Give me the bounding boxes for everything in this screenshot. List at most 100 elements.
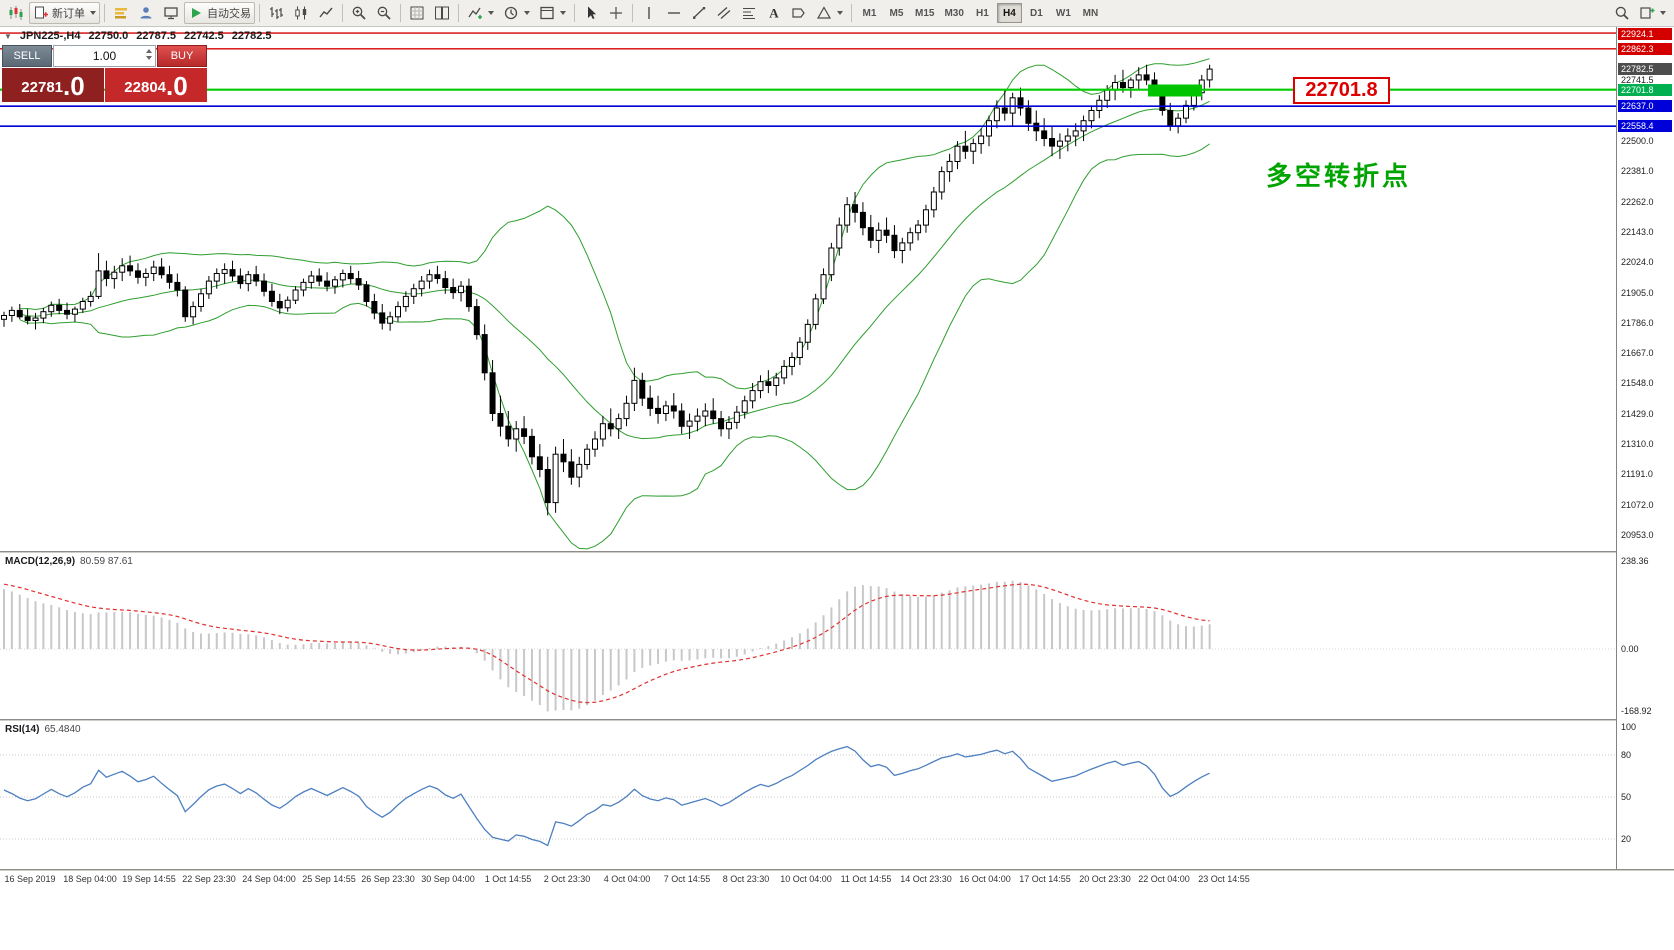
time-axis[interactable]: 16 Sep 2019 18 Sep 04:00 19 Sep 14:55 22 Se… bbox=[0, 871, 1674, 950]
channel-icon[interactable] bbox=[712, 2, 736, 24]
price-tick: 21667.0 bbox=[1621, 348, 1654, 358]
volume-input[interactable]: 1.00 bbox=[53, 45, 156, 67]
hline-icon[interactable] bbox=[662, 2, 686, 24]
main-chart[interactable] bbox=[0, 27, 1616, 551]
timeframe-m5-button[interactable]: M5 bbox=[889, 7, 904, 19]
timeframe-m1-button[interactable]: M1 bbox=[862, 7, 877, 19]
time-tick-label: 11 Oct 14:55 bbox=[840, 874, 892, 884]
search-icon[interactable] bbox=[1610, 2, 1634, 24]
price-tick: 22500.0 bbox=[1621, 136, 1654, 146]
price-tick: 21429.0 bbox=[1621, 409, 1654, 419]
price-axis[interactable]: 22741.5 22500.0 22381.0 22262.0 22143.0 22024… bbox=[1616, 27, 1674, 869]
rsi-value: 65.4840 bbox=[44, 724, 81, 735]
time-tick-label: 4 Oct 04:00 bbox=[603, 874, 651, 884]
price-badge-green: 22701.8 bbox=[1618, 84, 1672, 96]
main-toolbar: 新订单 自动交易 A M1 M5 M15 M30 H1 H4 D1 W1 MN bbox=[0, 0, 1674, 27]
symbol-period-label: JPN225-,H4 bbox=[19, 30, 81, 42]
chevron-down-icon bbox=[90, 11, 96, 15]
sell-price-frac: .0 bbox=[63, 71, 85, 101]
hline-icon bbox=[668, 12, 680, 14]
zoom-in-icon[interactable] bbox=[347, 2, 371, 24]
panel-splitter[interactable] bbox=[0, 869, 1674, 871]
rsi-indicator-label: RSI(14) 65.4840 bbox=[5, 724, 81, 735]
cursor-icon bbox=[588, 6, 596, 19]
open-value: 22750.0 bbox=[88, 30, 129, 42]
collapse-icon[interactable]: ▼ bbox=[4, 31, 12, 41]
bar-chart-icon bbox=[270, 7, 283, 19]
chevron-down-icon bbox=[560, 11, 566, 15]
chevron-down-icon bbox=[837, 11, 843, 15]
sell-price-button[interactable]: 22781 .0 bbox=[2, 68, 104, 102]
chart-window: ▼ JPN225-,H4 22750.0 22787.5 22742.5 227… bbox=[0, 27, 1674, 950]
panel-splitter[interactable] bbox=[0, 719, 1674, 721]
volume-spinner[interactable] bbox=[146, 49, 152, 60]
timeframe-m15-button[interactable]: M15 bbox=[915, 7, 935, 19]
toolbar-separator bbox=[574, 4, 575, 22]
toolbar-separator bbox=[632, 4, 633, 22]
label-icon bbox=[792, 8, 805, 18]
rsi-scale-tick: 80 bbox=[1621, 750, 1632, 760]
navigator-icon bbox=[140, 7, 152, 19]
price-tick: 22143.0 bbox=[1621, 227, 1654, 237]
cursor-icon[interactable] bbox=[579, 2, 603, 24]
macd-name: MACD(12,26,9) bbox=[5, 556, 76, 567]
timeframe-mn-button[interactable]: MN bbox=[1082, 7, 1099, 19]
buy-price-button[interactable]: 22804 .0 bbox=[105, 68, 207, 102]
navigator-icon[interactable] bbox=[134, 2, 158, 24]
shapes-icon[interactable] bbox=[812, 2, 847, 24]
new-chart-icon bbox=[1640, 7, 1655, 19]
rsi-panel[interactable] bbox=[0, 721, 1616, 869]
macd-scale-tick: -168.92 bbox=[1621, 706, 1652, 716]
timeframe-d1-button[interactable]: D1 bbox=[1030, 7, 1043, 19]
indicators-icon[interactable] bbox=[463, 2, 498, 24]
grid-icon[interactable] bbox=[405, 2, 429, 24]
spin-down-icon[interactable] bbox=[146, 56, 152, 60]
periods-icon[interactable] bbox=[499, 2, 534, 24]
label-icon[interactable] bbox=[787, 2, 811, 24]
sell-price-main: 22781 bbox=[21, 79, 64, 96]
buy-button[interactable]: BUY bbox=[157, 45, 207, 67]
vline-icon bbox=[648, 7, 650, 19]
panel-splitter[interactable] bbox=[0, 551, 1674, 553]
timeframe-w1-button[interactable]: W1 bbox=[1055, 7, 1071, 19]
macd-scale-tick: 0.00 bbox=[1621, 644, 1639, 654]
autotrading-label: 自动交易 bbox=[207, 8, 251, 20]
price-tick: 22741.5 bbox=[1621, 75, 1654, 85]
spin-up-icon[interactable] bbox=[146, 49, 152, 53]
tile-windows-icon[interactable] bbox=[430, 2, 454, 24]
new-chart-icon[interactable] bbox=[1635, 2, 1670, 24]
time-tick-label: 26 Sep 23:30 bbox=[361, 874, 415, 884]
new-order-label: 新订单 bbox=[52, 8, 85, 20]
macd-panel[interactable] bbox=[0, 553, 1616, 719]
timeframe-toolbar: M1 M5 M15 M30 H1 H4 D1 W1 MN bbox=[856, 3, 1104, 23]
price-tick: 21191.0 bbox=[1621, 469, 1653, 479]
timeframe-m30-button[interactable]: M30 bbox=[944, 7, 964, 19]
timeframe-h1-button[interactable]: H1 bbox=[976, 7, 989, 19]
rsi-name: RSI(14) bbox=[5, 724, 40, 735]
timeframe-h4-button[interactable]: H4 bbox=[996, 3, 1022, 23]
line-chart-icon[interactable] bbox=[314, 2, 338, 24]
market-watch-icon[interactable] bbox=[109, 2, 133, 24]
autotrading-button[interactable]: 自动交易 bbox=[184, 2, 255, 24]
time-tick-label: 1 Oct 14:55 bbox=[484, 874, 532, 884]
bar-chart-icon[interactable] bbox=[264, 2, 288, 24]
chart-window-icon[interactable] bbox=[4, 2, 28, 24]
templates-icon[interactable] bbox=[535, 2, 570, 24]
zoom-out-icon[interactable] bbox=[372, 2, 396, 24]
price-badge-red: 22924.1 bbox=[1618, 28, 1672, 40]
toolbar-separator bbox=[400, 4, 401, 22]
price-badge-blue: 22637.0 bbox=[1618, 100, 1672, 112]
terminal-icon[interactable] bbox=[159, 2, 183, 24]
new-order-button[interactable]: 新订单 bbox=[29, 2, 100, 24]
tile-windows-icon bbox=[435, 6, 449, 20]
candle-chart-icon[interactable] bbox=[289, 2, 313, 24]
templates-icon bbox=[540, 6, 554, 20]
sell-button[interactable]: SELL bbox=[2, 45, 52, 67]
vline-icon[interactable] bbox=[637, 2, 661, 24]
fibo-icon[interactable] bbox=[737, 2, 761, 24]
text-icon[interactable]: A bbox=[762, 2, 786, 24]
chart-ohlc-header: ▼ JPN225-,H4 22750.0 22787.5 22742.5 227… bbox=[4, 30, 272, 42]
time-tick-label: 30 Sep 04:00 bbox=[421, 874, 475, 884]
crosshair-icon[interactable] bbox=[604, 2, 628, 24]
trendline-icon[interactable] bbox=[687, 2, 711, 24]
